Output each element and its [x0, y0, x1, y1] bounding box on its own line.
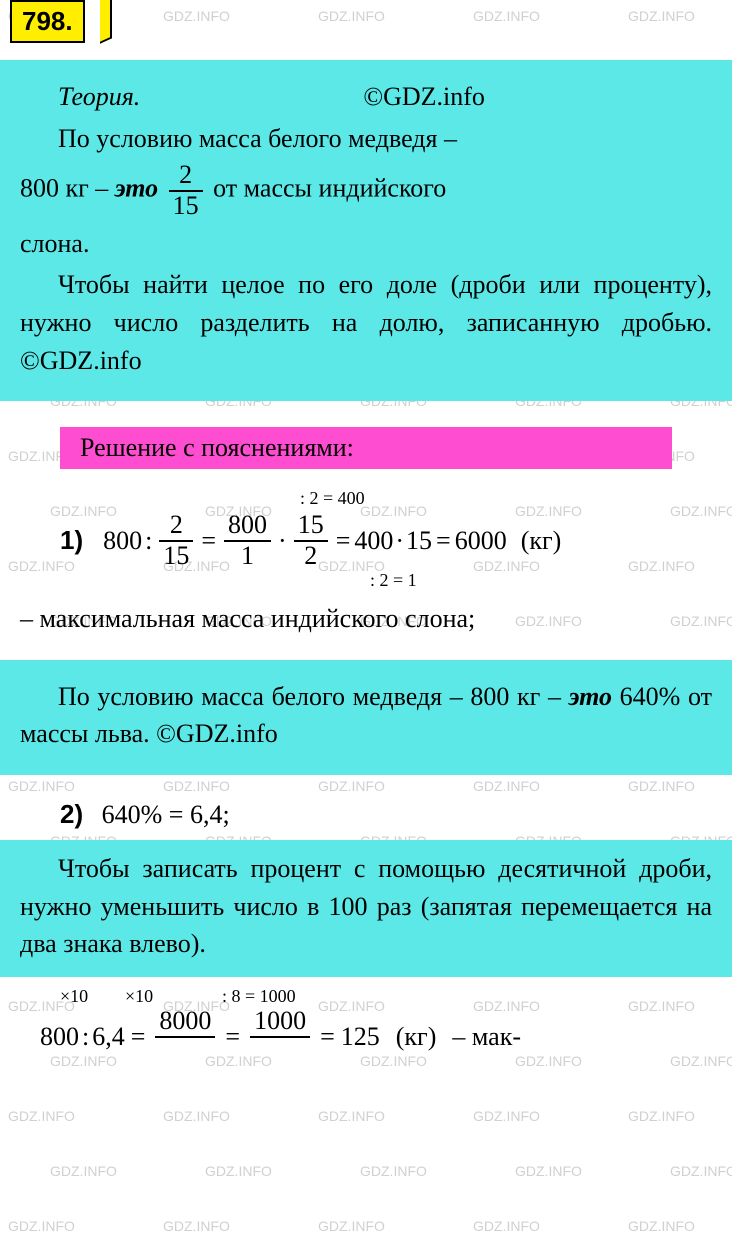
theory1-text: 800 кг – — [20, 174, 115, 203]
fraction: 2 15 — [159, 511, 193, 570]
theory2-emphasis: это — [569, 682, 612, 711]
annotation-top: : 2 = 400 — [300, 489, 365, 507]
theory1-text: от массы индийского — [213, 174, 446, 203]
content-area: Теория. ©GDZ.info По условию масса белог… — [0, 0, 732, 1066]
fraction: 800 1 — [224, 511, 271, 570]
problem-number-badge: 798. — [10, 0, 85, 43]
copyright-text: ©GDZ.info — [363, 82, 485, 111]
theory-block-2: По условию масса белого медведя – 800 кг… — [0, 660, 732, 775]
problem-number: 798. — [22, 6, 73, 36]
fraction: 8000 — [155, 1007, 215, 1066]
eq1-conclusion: – максимальная масса индийского слона; — [0, 589, 732, 648]
theory-block-3: Чтобы записать процент с помощью десятич… — [0, 840, 732, 977]
fraction: 1000 — [250, 1007, 310, 1066]
theory1-text: По условию масса белого медведя – — [58, 124, 457, 153]
solution-header: Решение с пояснениями: — [60, 427, 672, 469]
theory3-text: Чтобы записать процент с помощью десятич… — [20, 854, 712, 958]
eq1-label: 1) — [60, 525, 83, 556]
eq2-label: 2) — [60, 799, 83, 829]
equation-2: 2) 640% = 6,4; — [0, 793, 732, 840]
theory-block-1: Теория. ©GDZ.info По условию масса белог… — [0, 60, 732, 401]
fraction: 15 2 — [294, 511, 328, 570]
annotation-x10-1: ×10 — [60, 987, 88, 1005]
theory1-emphasis: это — [115, 174, 158, 203]
equation-1: : 2 = 400 1) 800 : 2 15 = 800 1 · 15 2 =… — [0, 483, 732, 588]
theory-title: Теория. — [58, 82, 140, 111]
annotation-bottom: : 2 = 1 — [370, 571, 417, 589]
fraction-2-15: 2 15 — [169, 161, 203, 220]
theory2-text: По условию масса белого медведя – 800 кг… — [58, 682, 569, 711]
annotation-div8: : 8 = 1000 — [222, 987, 296, 1005]
theory1-text: слона. — [20, 229, 89, 258]
theory1-para2: Чтобы найти целое по его доле (дроби или… — [20, 270, 712, 374]
equation-3: ×10 ×10 : 8 = 1000 800 : 6,4 = 8000 = 10… — [0, 983, 732, 1066]
annotation-x10-2: ×10 — [125, 987, 153, 1005]
